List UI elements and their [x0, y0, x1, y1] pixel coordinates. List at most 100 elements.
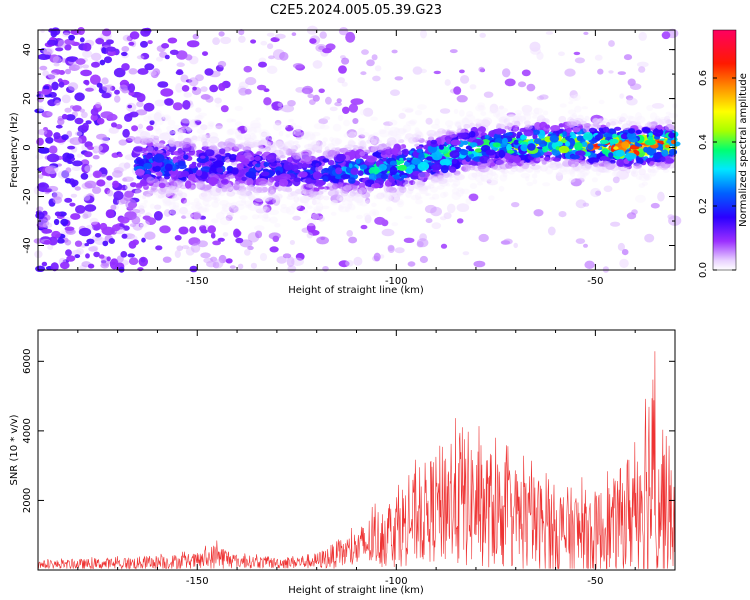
spectrogram-cell: [226, 129, 234, 136]
spectrogram-cell: [599, 139, 610, 145]
spectrogram-cell: [337, 182, 344, 190]
spectrogram-cell: [516, 115, 527, 122]
spectrogram-cell: [638, 174, 650, 182]
spectrogram-cell: [89, 217, 99, 225]
spectrogram-cell: [610, 221, 621, 227]
spectrogram-cell: [188, 121, 197, 128]
spectrogram-cell: [101, 77, 109, 85]
spectrogram-cell: [198, 192, 207, 200]
spectrogram-cell: [630, 83, 642, 90]
spectrogram-cell: [68, 34, 75, 41]
spectrogram-cell: [106, 175, 113, 181]
spectrogram-cell: [72, 105, 82, 112]
spectrogram-cell: [313, 191, 320, 196]
spectrogram-cell: [458, 175, 463, 179]
spectrogram-cell: [456, 95, 468, 103]
spectrogram-cell: [414, 129, 423, 139]
spectrogram-cell: [260, 40, 268, 46]
spectrogram-cell: [307, 142, 316, 147]
spectrogram-cell: [231, 118, 237, 123]
spectrogram-cell: [442, 175, 448, 183]
spectrogram-cell: [90, 114, 98, 121]
spectrogram-cell: [156, 149, 164, 154]
spectrogram-cell: [258, 57, 267, 64]
spectrogram-cell: [457, 132, 468, 138]
spectrogram-cell: [626, 131, 637, 140]
spectrogram-cell: [404, 133, 414, 140]
spectrogram-cell: [566, 169, 575, 175]
spectrogram-cell: [125, 199, 137, 210]
spectrogram-cell: [177, 130, 183, 135]
spectrogram-cell: [217, 237, 225, 242]
spectrogram-cell: [204, 68, 214, 76]
spectrogram-cell: [160, 88, 174, 97]
spectrogram-cell: [431, 222, 442, 230]
spectrogram-cell: [260, 132, 270, 142]
spectrogram-cell: [153, 204, 162, 210]
spectrogram-cell: [241, 198, 247, 204]
spectrogram-cell: [532, 164, 543, 173]
spectrogram-cell: [319, 124, 330, 130]
colorbar: 0.0 0.2 0.4 0.6 Normalized spectral amplitu…: [698, 29, 749, 278]
spectrogram-cell: [395, 133, 402, 141]
spectrogram-cell: [460, 75, 470, 84]
spectrogram-cell: [555, 163, 563, 168]
spectrogram-cell: [83, 151, 93, 158]
spectrogram-cell: [587, 157, 600, 164]
spectrogram-cell: [38, 174, 44, 179]
spectrogram-cell: [57, 238, 65, 244]
spectrogram-cell: [154, 181, 161, 188]
spectrogram-cell: [496, 112, 507, 121]
spectrogram-cell: [239, 189, 248, 195]
spectrogram-y-label: Frequency (Hz): [9, 112, 20, 188]
spectrogram-cell: [446, 125, 453, 130]
spectrogram-cell: [581, 123, 590, 128]
spectrogram-cell: [661, 31, 671, 40]
spectrogram-cell: [285, 134, 291, 138]
spectrogram-cell: [127, 253, 135, 258]
spectrogram-cell: [331, 137, 341, 147]
spectrogram-cell: [222, 232, 229, 237]
spectrogram-cell: [208, 132, 219, 139]
spectrogram-cell: [229, 202, 236, 208]
spectrogram-cell: [295, 252, 305, 261]
spectrogram-cell: [226, 212, 234, 218]
spectrogram-cell: [336, 98, 342, 103]
spectrogram-cell: [379, 129, 390, 138]
spectrogram-cell: [498, 149, 506, 159]
spectrogram-cell: [397, 127, 406, 134]
spectrogram-cell: [507, 114, 518, 122]
spectrogram-cell: [447, 172, 453, 177]
spectrogram-cell: [353, 194, 364, 204]
spectrogram-cell: [635, 194, 646, 203]
spectrogram-cell: [520, 134, 527, 140]
spectrogram-cell: [415, 199, 423, 205]
spectrogram-cell: [311, 143, 323, 153]
spectrogram-cell: [174, 193, 183, 200]
spectrogram-cell: [244, 204, 252, 209]
spectrogram-cell: [393, 174, 400, 180]
spectrogram-cell: [473, 260, 486, 268]
spectrogram-cell: [289, 130, 296, 136]
spectrogram-cell: [418, 138, 425, 143]
spectrogram-cell: [517, 81, 527, 88]
spectrogram-cell: [219, 191, 226, 197]
spectrogram-cell: [377, 140, 383, 144]
spectrogram-cell: [354, 193, 366, 203]
spectrogram-cell: [291, 202, 301, 210]
spectrogram-cell: [363, 212, 371, 218]
spectrogram-cell: [613, 146, 619, 150]
spectrogram-cell: [319, 144, 325, 148]
spectrogram-cell: [603, 185, 613, 193]
spectrogram-cell: [396, 199, 405, 208]
spectrogram-cell: [204, 204, 211, 208]
spectrogram-cell: [202, 141, 209, 148]
spectrogram-cell: [460, 149, 469, 156]
spectrogram-cell: [372, 152, 379, 157]
spectrogram-cell: [49, 170, 57, 179]
spectrogram-cell: [318, 88, 325, 94]
spectrogram-cell: [332, 123, 342, 132]
spectrogram-cell: [441, 129, 447, 134]
spectrogram-cell: [638, 66, 646, 73]
spectrogram-cell: [592, 162, 599, 167]
